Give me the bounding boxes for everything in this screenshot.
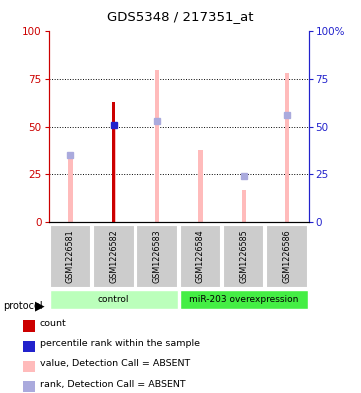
Bar bbox=[155, 70, 159, 222]
Bar bbox=[179, 290, 308, 309]
Text: GSM1226581: GSM1226581 bbox=[66, 230, 75, 283]
Text: GSM1226586: GSM1226586 bbox=[283, 230, 291, 283]
Bar bbox=[49, 225, 91, 288]
Bar bbox=[112, 102, 116, 222]
Bar bbox=[266, 225, 308, 288]
Bar bbox=[179, 225, 221, 288]
Text: value, Detection Call = ABSENT: value, Detection Call = ABSENT bbox=[40, 360, 190, 369]
Text: GSM1226585: GSM1226585 bbox=[239, 230, 248, 283]
Text: GSM1226582: GSM1226582 bbox=[109, 230, 118, 283]
Bar bbox=[198, 150, 203, 222]
Bar bbox=[23, 381, 35, 392]
Text: count: count bbox=[40, 319, 67, 328]
Bar bbox=[23, 361, 35, 372]
Text: ▶: ▶ bbox=[35, 299, 45, 312]
Bar bbox=[68, 159, 73, 222]
Bar bbox=[112, 125, 116, 222]
Text: GSM1226583: GSM1226583 bbox=[153, 230, 161, 283]
Bar bbox=[49, 290, 178, 309]
Bar bbox=[93, 225, 135, 288]
Bar bbox=[23, 341, 35, 352]
Text: protocol: protocol bbox=[4, 301, 43, 311]
Bar bbox=[242, 190, 246, 222]
Text: miR-203 overexpression: miR-203 overexpression bbox=[189, 295, 298, 304]
Text: percentile rank within the sample: percentile rank within the sample bbox=[40, 339, 200, 348]
Text: rank, Detection Call = ABSENT: rank, Detection Call = ABSENT bbox=[40, 380, 186, 389]
Bar bbox=[285, 73, 289, 222]
Text: GDS5348 / 217351_at: GDS5348 / 217351_at bbox=[107, 10, 254, 23]
Text: GSM1226584: GSM1226584 bbox=[196, 230, 205, 283]
Text: control: control bbox=[98, 295, 130, 304]
Bar bbox=[223, 225, 265, 288]
Bar bbox=[23, 321, 35, 332]
Bar bbox=[136, 225, 178, 288]
